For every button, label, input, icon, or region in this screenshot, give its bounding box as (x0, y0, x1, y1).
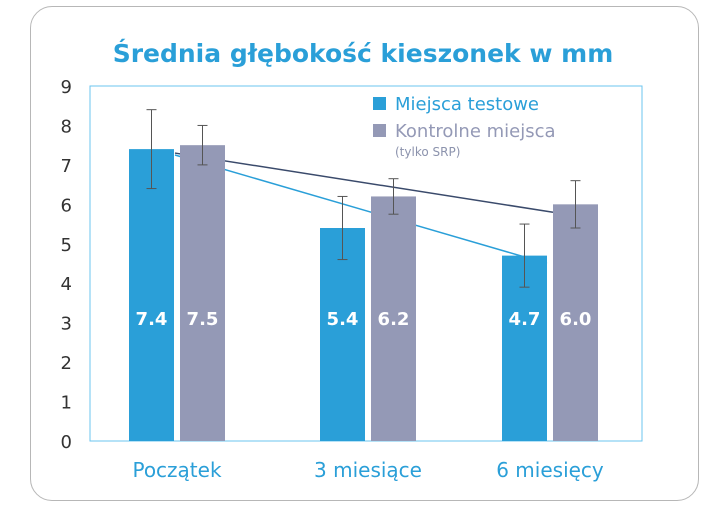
y-tick-label: 8 (61, 116, 72, 137)
y-tick-label: 1 (61, 393, 72, 414)
x-category-label: 6 miesięcy (496, 458, 604, 482)
x-axis-categories: Początek 3 miesiące 6 miesięcy (132, 458, 603, 482)
bar (371, 196, 416, 441)
bar (180, 145, 225, 441)
y-tick-label: 2 (61, 353, 72, 374)
legend: Miejsca testowe Kontrolne miejsca (tylko… (373, 94, 556, 159)
y-tick-label: 0 (61, 432, 72, 453)
bar-value-label: 4.7 (509, 309, 541, 330)
chart-title: Średnia głębokość kieszonek w mm (113, 38, 614, 68)
bars (129, 145, 598, 441)
bar-value-label: 5.4 (327, 309, 359, 330)
bar (320, 228, 365, 441)
legend-sublabel-control: (tylko SRP) (395, 145, 460, 159)
legend-label-control: Kontrolne miejsca (395, 121, 556, 142)
trend-line-test (174, 154, 548, 265)
error-bars (146, 109, 581, 288)
bar-value-label: 7.4 (136, 309, 168, 330)
bar (553, 204, 598, 441)
bar-value-label: 7.5 (187, 309, 219, 330)
trend-lines (174, 152, 554, 265)
bar-value-label: 6.0 (560, 309, 592, 330)
trend-line-control (174, 152, 554, 213)
x-category-label: 3 miesiące (314, 458, 422, 482)
y-tick-label: 7 (61, 156, 72, 177)
value-labels: 7.4 5.4 4.7 7.5 6.2 6.0 (136, 309, 592, 330)
x-category-label: Początek (132, 458, 221, 482)
bar (129, 149, 174, 441)
y-tick-label: 9 (61, 77, 72, 98)
plot-frame (89, 85, 643, 442)
y-tick-label: 5 (61, 235, 72, 256)
legend-swatch-test (373, 97, 386, 110)
y-tick-label: 4 (61, 274, 72, 295)
legend-swatch-control (373, 124, 386, 137)
bar-value-label: 6.2 (378, 309, 410, 330)
y-tick-label: 3 (61, 314, 72, 335)
legend-label-test: Miejsca testowe (395, 94, 539, 115)
y-axis-ticks: 0 1 2 3 4 5 6 7 8 9 (61, 77, 72, 453)
y-tick-label: 6 (61, 195, 72, 216)
